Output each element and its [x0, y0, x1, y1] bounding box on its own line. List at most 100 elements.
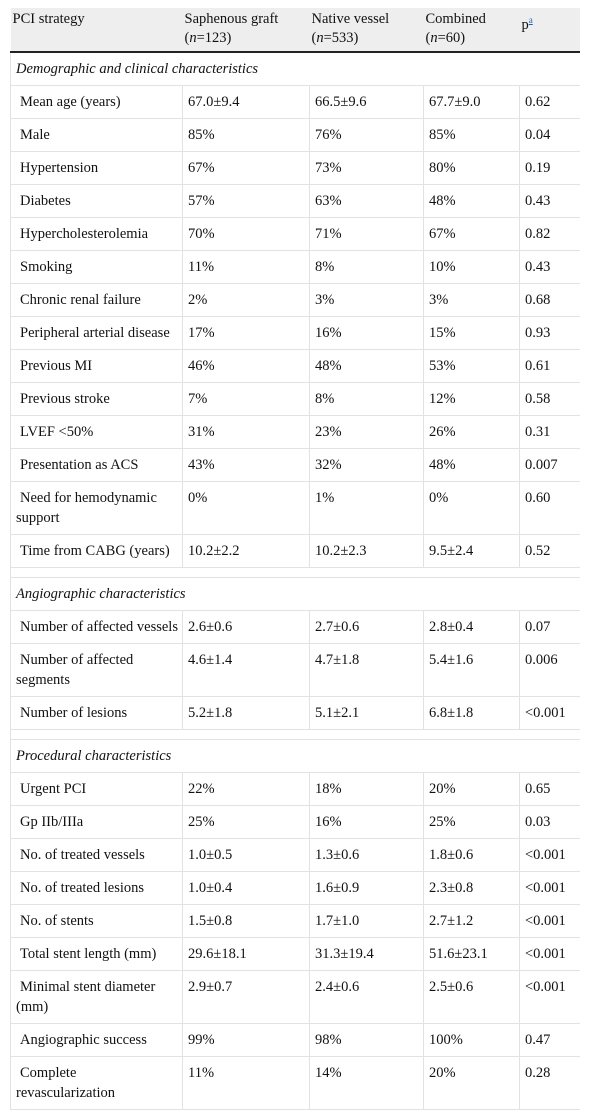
p-value: 0.62: [519, 85, 580, 119]
p-value: 0.006: [519, 643, 580, 697]
table-row-hypertension: Hypertension 67% 73% 80% 0.19: [10, 151, 580, 185]
header-saphenous-graft-n: (n=123): [184, 30, 232, 46]
row-label: No. of stents: [10, 904, 183, 938]
header-saphenous-graft-n-symbol: n: [189, 30, 197, 46]
table-row-previous-stroke: Previous stroke 7% 8% 12% 0.58: [10, 382, 580, 416]
header-combined-n: (n=60): [425, 30, 466, 46]
native-vessel-value: 1.3±0.6: [309, 838, 424, 872]
header-pci-strategy: PCI strategy: [10, 8, 183, 53]
native-vessel-value: 73%: [309, 151, 424, 185]
saphenous-graft-value: 67.0±9.4: [182, 85, 310, 119]
table-row-peripheral-arterial-disease: Peripheral arterial disease 17% 16% 15% 0.93: [10, 316, 580, 350]
row-label: Hypertension: [10, 151, 183, 185]
p-value: 0.68: [519, 283, 580, 317]
saphenous-graft-value: 29.6±18.1: [182, 937, 310, 971]
row-label: LVEF <50%: [10, 415, 183, 449]
combined-value: 12%: [423, 382, 520, 416]
saphenous-graft-value: 1.0±0.4: [182, 871, 310, 905]
native-vessel-value: 2.4±0.6: [309, 970, 424, 1024]
p-value: 0.93: [519, 316, 580, 350]
row-label: Complete revascularization: [10, 1056, 183, 1110]
native-vessel-value: 63%: [309, 184, 424, 218]
p-value: 0.07: [519, 610, 580, 644]
combined-value: 1.8±0.6: [423, 838, 520, 872]
combined-value: 26%: [423, 415, 520, 449]
row-label: Gp IIb/IIIa: [10, 805, 183, 839]
row-label: Presentation as ACS: [10, 448, 183, 482]
native-vessel-value: 14%: [309, 1056, 424, 1110]
section-heading-row: Angiographic characteristics: [10, 577, 580, 611]
combined-value: 20%: [423, 772, 520, 806]
section-title: Procedural characteristics: [10, 739, 580, 773]
header-pci-strategy-text: PCI strategy: [12, 11, 85, 27]
p-value: 0.28: [519, 1056, 580, 1110]
table-row-chronic-renal-failure: Chronic renal failure 2% 3% 3% 0.68: [10, 283, 580, 317]
p-value: 0.43: [519, 184, 580, 218]
native-vessel-value: 16%: [309, 316, 424, 350]
saphenous-graft-value: 25%: [182, 805, 310, 839]
combined-value: 0%: [423, 481, 520, 535]
row-label: Hypercholesterolemia: [10, 217, 183, 251]
saphenous-graft-value: 57%: [182, 184, 310, 218]
header-combined-n-symbol: n: [430, 30, 438, 46]
section-title: Demographic and clinical characteristics: [10, 52, 580, 86]
combined-value: 25%: [423, 805, 520, 839]
saphenous-graft-value: 31%: [182, 415, 310, 449]
table-row-no-of-treated-vessels: No. of treated vessels 1.0±0.5 1.3±0.6 1.8±…: [10, 838, 580, 872]
saphenous-graft-value: 46%: [182, 349, 310, 383]
table-row-total-stent-length-mm: Total stent length (mm) 29.6±18.1 31.3±19.…: [10, 937, 580, 971]
row-label: Previous stroke: [10, 382, 183, 416]
saphenous-graft-value: 2%: [182, 283, 310, 317]
header-combined: Combined (n=60): [423, 8, 520, 53]
native-vessel-value: 1.7±1.0: [309, 904, 424, 938]
section-spacer: [10, 567, 580, 578]
p-value: <0.001: [519, 970, 580, 1024]
combined-value: 6.8±1.8: [423, 696, 520, 730]
combined-value: 80%: [423, 151, 520, 185]
native-vessel-value: 8%: [309, 382, 424, 416]
saphenous-graft-value: 22%: [182, 772, 310, 806]
table-row-hypercholesterolemia: Hypercholesterolemia 70% 71% 67% 0.82: [10, 217, 580, 251]
saphenous-graft-value: 1.0±0.5: [182, 838, 310, 872]
p-value: 0.65: [519, 772, 580, 806]
table-row-complete-revascularization: Complete revascularization 11% 14% 20% 0.28: [10, 1056, 580, 1110]
p-value: <0.001: [519, 937, 580, 971]
table-row-urgent-pci: Urgent PCI 22% 18% 20% 0.65: [10, 772, 580, 806]
native-vessel-value: 8%: [309, 250, 424, 284]
saphenous-graft-value: 10.2±2.2: [182, 534, 310, 568]
combined-value: 100%: [423, 1023, 520, 1057]
table-row-smoking: Smoking 11% 8% 10% 0.43: [10, 250, 580, 284]
p-value: 0.60: [519, 481, 580, 535]
table-row-presentation-as-acs: Presentation as ACS 43% 32% 48% 0.007: [10, 448, 580, 482]
combined-value: 9.5±2.4: [423, 534, 520, 568]
native-vessel-value: 76%: [309, 118, 424, 152]
table-row-angiographic-success: Angiographic success 99% 98% 100% 0.47: [10, 1023, 580, 1057]
table-header: PCI strategy Saphenous graft (n=123) Nat…: [10, 8, 580, 53]
table-row-number-of-affected-vessels: Number of affected vessels 2.6±0.6 2.7±0.6…: [10, 610, 580, 644]
row-label: Need for hemodynamic support: [10, 481, 183, 535]
combined-value: 48%: [423, 448, 520, 482]
header-native-vessel-label: Native vessel: [311, 11, 390, 27]
saphenous-graft-value: 5.2±1.8: [182, 696, 310, 730]
native-vessel-value: 48%: [309, 349, 424, 383]
header-native-vessel: Native vessel (n=533): [309, 8, 424, 53]
table-row-mean-age-years: Mean age (years) 67.0±9.4 66.5±9.6 67.7±9.0…: [10, 85, 580, 119]
combined-value: 67.7±9.0: [423, 85, 520, 119]
data-table-container: PCI strategy Saphenous graft (n=123) Nat…: [10, 8, 580, 1110]
header-combined-n-value: =60): [437, 30, 466, 46]
row-label: Peripheral arterial disease: [10, 316, 183, 350]
saphenous-graft-value: 4.6±1.4: [182, 643, 310, 697]
table-row-lvef-50: LVEF <50% 31% 23% 26% 0.31: [10, 415, 580, 449]
native-vessel-value: 66.5±9.6: [309, 85, 424, 119]
row-label: No. of treated lesions: [10, 871, 183, 905]
header-native-vessel-n: (n=533): [311, 30, 359, 46]
row-label: Chronic renal failure: [10, 283, 183, 317]
p-value: 0.03: [519, 805, 580, 839]
table-body: Demographic and clinical characteristics…: [10, 52, 580, 1110]
saphenous-graft-value: 17%: [182, 316, 310, 350]
native-vessel-value: 98%: [309, 1023, 424, 1057]
saphenous-graft-value: 2.6±0.6: [182, 610, 310, 644]
p-value: <0.001: [519, 696, 580, 730]
footnote-a-link[interactable]: a: [528, 15, 533, 25]
saphenous-graft-value: 99%: [182, 1023, 310, 1057]
